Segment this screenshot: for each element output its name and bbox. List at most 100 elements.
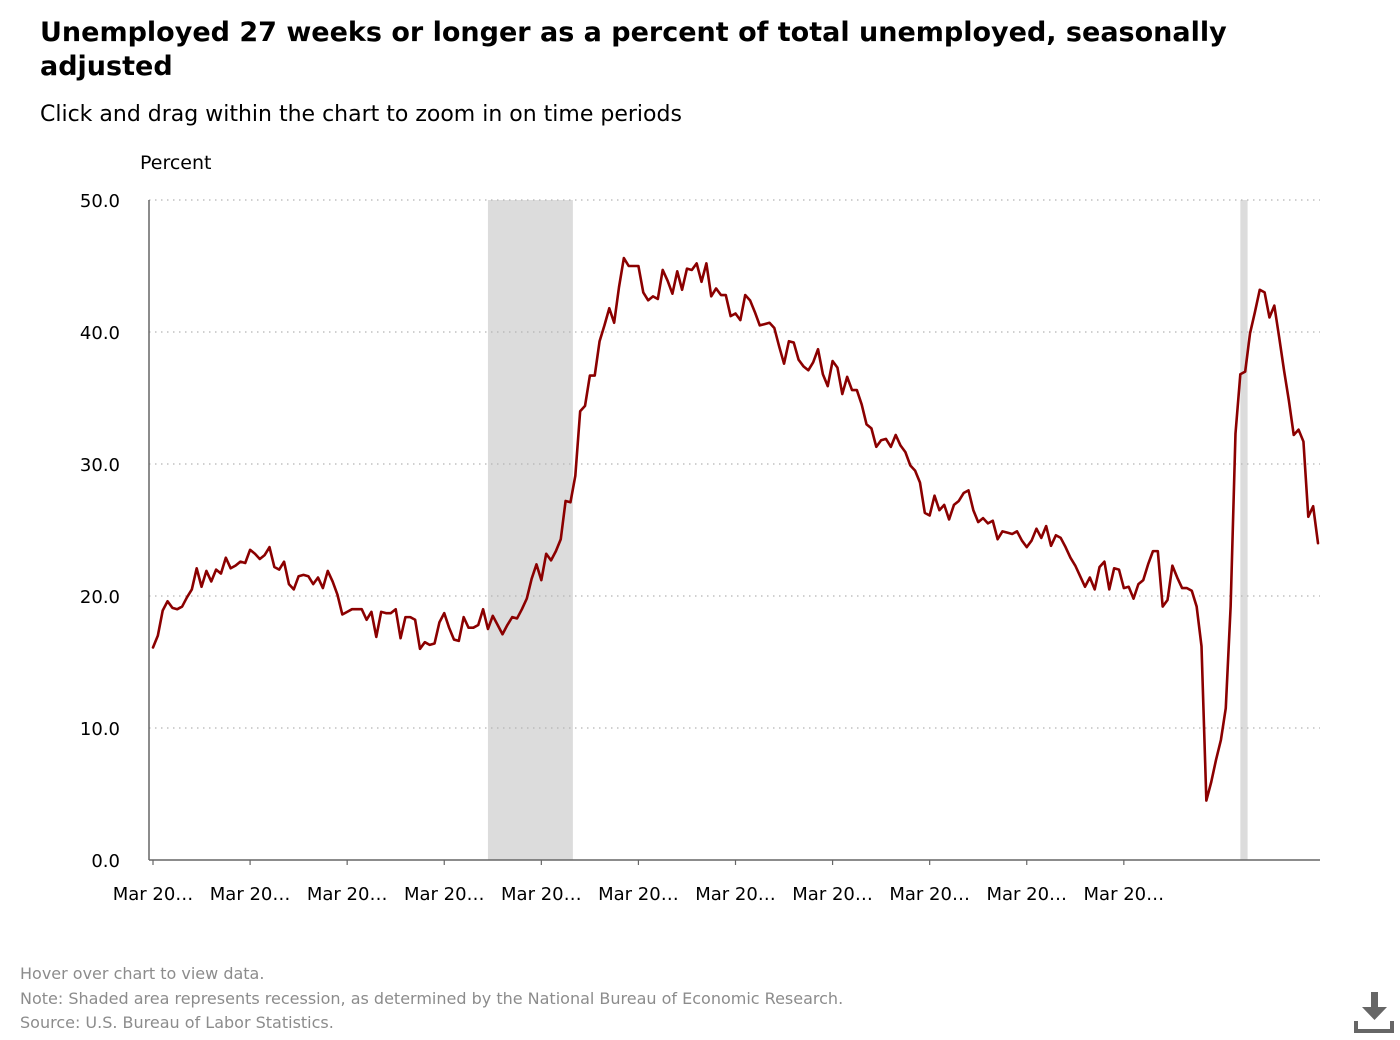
data-point[interactable] bbox=[417, 646, 422, 651]
data-point[interactable] bbox=[1252, 310, 1257, 315]
data-point[interactable] bbox=[1189, 588, 1194, 593]
data-point[interactable] bbox=[218, 571, 223, 576]
data-point[interactable] bbox=[1102, 559, 1107, 564]
data-point[interactable] bbox=[447, 625, 452, 630]
data-point[interactable] bbox=[655, 297, 660, 302]
data-point[interactable] bbox=[350, 607, 355, 612]
data-point[interactable] bbox=[680, 287, 685, 292]
download-button[interactable] bbox=[1352, 990, 1396, 1036]
data-point[interactable] bbox=[199, 584, 204, 589]
data-point[interactable] bbox=[1248, 331, 1253, 336]
data-point[interactable] bbox=[791, 340, 796, 345]
data-point[interactable] bbox=[252, 551, 257, 556]
data-point[interactable] bbox=[1087, 575, 1092, 580]
data-point[interactable] bbox=[267, 545, 272, 550]
data-point[interactable] bbox=[558, 537, 563, 542]
data-point[interactable] bbox=[743, 293, 748, 298]
data-point[interactable] bbox=[1121, 586, 1126, 591]
data-point[interactable] bbox=[612, 320, 617, 325]
data-point[interactable] bbox=[1277, 335, 1282, 340]
data-point[interactable] bbox=[1150, 549, 1155, 554]
data-point[interactable] bbox=[801, 364, 806, 369]
data-point[interactable] bbox=[1160, 604, 1165, 609]
data-point[interactable] bbox=[505, 623, 510, 628]
data-point[interactable] bbox=[1112, 566, 1117, 571]
data-point[interactable] bbox=[301, 572, 306, 577]
data-point[interactable] bbox=[850, 388, 855, 393]
data-point[interactable] bbox=[757, 323, 762, 328]
data-point[interactable] bbox=[854, 388, 859, 393]
data-point[interactable] bbox=[170, 605, 175, 610]
data-point[interactable] bbox=[684, 266, 689, 271]
data-point[interactable] bbox=[544, 551, 549, 556]
data-point[interactable] bbox=[617, 285, 622, 290]
data-point[interactable] bbox=[874, 444, 879, 449]
data-point[interactable] bbox=[553, 549, 558, 554]
data-point[interactable] bbox=[519, 607, 524, 612]
data-point[interactable] bbox=[1243, 369, 1248, 374]
data-point[interactable] bbox=[587, 373, 592, 378]
data-point[interactable] bbox=[248, 547, 253, 552]
data-point[interactable] bbox=[956, 498, 961, 503]
data-point[interactable] bbox=[1170, 563, 1175, 568]
data-point[interactable] bbox=[898, 443, 903, 448]
data-point[interactable] bbox=[718, 293, 723, 298]
data-point[interactable] bbox=[840, 392, 845, 397]
data-point[interactable] bbox=[830, 359, 835, 364]
data-point[interactable] bbox=[937, 508, 942, 513]
data-point[interactable] bbox=[1228, 604, 1233, 609]
data-point[interactable] bbox=[320, 586, 325, 591]
data-point[interactable] bbox=[403, 615, 408, 620]
data-point[interactable] bbox=[189, 587, 194, 592]
data-point[interactable] bbox=[665, 278, 670, 283]
data-point[interactable] bbox=[1092, 587, 1097, 592]
data-point[interactable] bbox=[985, 521, 990, 526]
data-point[interactable] bbox=[864, 422, 869, 427]
data-point[interactable] bbox=[291, 587, 296, 592]
chart-area[interactable]: 0.0 10.0 20.0 30.0 40.0 50.0 Percent Mar 20… Mar… bbox=[0, 140, 1400, 920]
data-point[interactable] bbox=[1180, 586, 1185, 591]
data-point[interactable] bbox=[1218, 737, 1223, 742]
data-point[interactable] bbox=[1034, 526, 1039, 531]
data-point[interactable] bbox=[1233, 431, 1238, 436]
data-point[interactable] bbox=[820, 372, 825, 377]
data-point[interactable] bbox=[816, 347, 821, 352]
data-point[interactable] bbox=[1097, 564, 1102, 569]
data-point[interactable] bbox=[1238, 372, 1243, 377]
data-point[interactable] bbox=[796, 357, 801, 362]
data-point[interactable] bbox=[1223, 706, 1228, 711]
data-point[interactable] bbox=[1204, 798, 1209, 803]
data-point[interactable] bbox=[578, 409, 583, 414]
data-point[interactable] bbox=[228, 566, 233, 571]
data-point[interactable] bbox=[592, 373, 597, 378]
data-point[interactable] bbox=[461, 615, 466, 620]
data-point[interactable] bbox=[825, 384, 830, 389]
data-point[interactable] bbox=[515, 616, 520, 621]
data-point[interactable] bbox=[442, 611, 447, 616]
data-point[interactable] bbox=[689, 267, 694, 272]
data-point[interactable] bbox=[602, 323, 607, 328]
data-point[interactable] bbox=[325, 568, 330, 573]
data-point[interactable] bbox=[534, 562, 539, 567]
data-point[interactable] bbox=[1073, 563, 1078, 568]
data-point[interactable] bbox=[471, 625, 476, 630]
data-point[interactable] bbox=[631, 264, 636, 269]
data-point[interactable] bbox=[204, 568, 209, 573]
data-point[interactable] bbox=[1083, 584, 1088, 589]
line-chart[interactable]: 0.0 10.0 20.0 30.0 40.0 50.0 Percent Mar 20… Mar… bbox=[0, 140, 1400, 920]
data-point[interactable] bbox=[1301, 439, 1306, 444]
data-point[interactable] bbox=[922, 510, 927, 515]
data-point[interactable] bbox=[369, 609, 374, 614]
data-point[interactable] bbox=[951, 502, 956, 507]
data-point[interactable] bbox=[650, 294, 655, 299]
data-point[interactable] bbox=[811, 360, 816, 365]
data-point[interactable] bbox=[714, 286, 719, 291]
data-point[interactable] bbox=[413, 617, 418, 622]
data-point[interactable] bbox=[151, 645, 156, 650]
data-point[interactable] bbox=[709, 294, 714, 299]
data-point[interactable] bbox=[194, 566, 199, 571]
data-point[interactable] bbox=[883, 436, 888, 441]
data-point[interactable] bbox=[1291, 432, 1296, 437]
data-point[interactable] bbox=[694, 261, 699, 266]
data-point[interactable] bbox=[539, 578, 544, 583]
